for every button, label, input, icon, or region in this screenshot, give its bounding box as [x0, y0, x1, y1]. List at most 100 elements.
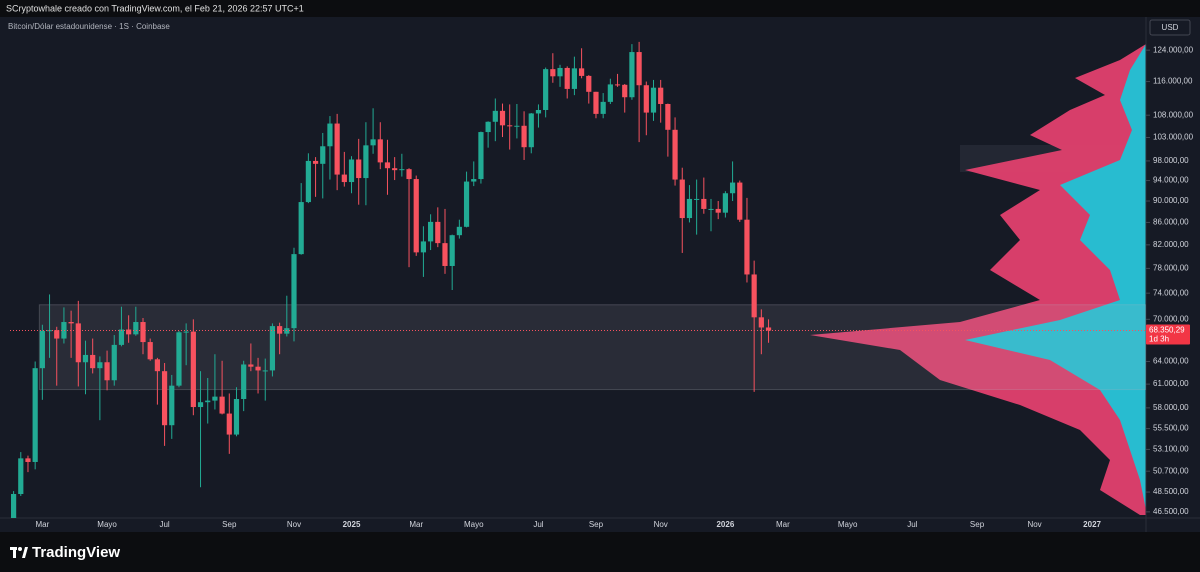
x-tick-label: Mayo — [97, 520, 117, 529]
y-tick-label: 82.000,00 — [1153, 240, 1189, 249]
countdown: 1d 3h — [1149, 335, 1169, 344]
x-tick-label: Mar — [35, 520, 49, 529]
candle-body — [312, 160, 319, 164]
candle-body — [629, 52, 635, 98]
y-tick-label: 50.700,00 — [1153, 466, 1189, 475]
candle-body — [118, 329, 125, 345]
last-price-label: 68.350,29 — [1149, 326, 1185, 335]
candle-body — [708, 208, 714, 210]
candle-body — [363, 145, 369, 179]
candle-body — [161, 371, 168, 426]
candle-body — [39, 330, 45, 369]
footer-logo — [10, 547, 28, 558]
candle-body — [614, 84, 621, 86]
candle-body — [406, 169, 412, 180]
candle-body — [68, 322, 74, 324]
candle-body — [686, 198, 693, 219]
candle-body — [428, 221, 434, 242]
candle-body — [82, 354, 89, 363]
candle-body — [197, 402, 204, 408]
logo-part — [18, 547, 22, 551]
x-tick-label: Mayo — [464, 520, 484, 529]
candle-body — [305, 160, 311, 203]
logo-part — [22, 547, 28, 558]
candle-body — [277, 326, 283, 334]
x-tick-label: Sep — [970, 520, 985, 529]
candle-body — [492, 110, 498, 122]
candle-body — [435, 221, 441, 244]
candle-body — [241, 364, 247, 400]
candle-body — [499, 110, 506, 126]
candle-body — [485, 121, 491, 133]
candle-body — [377, 139, 383, 163]
x-tick-label: 2025 — [343, 520, 361, 529]
candle-body — [586, 75, 592, 92]
candle-body — [212, 396, 218, 401]
x-tick-label: Jul — [533, 520, 543, 529]
y-tick-label: 103.000,00 — [1153, 133, 1194, 142]
candle-body — [190, 331, 196, 408]
candle-body — [607, 84, 613, 102]
candle-body — [578, 68, 585, 76]
brand: TradingView — [32, 544, 120, 561]
candle-body — [233, 399, 240, 435]
candle-body — [449, 235, 455, 266]
y-tick-label: 74.000,00 — [1153, 288, 1189, 297]
y-tick-label: 64.000,00 — [1153, 357, 1189, 366]
y-tick-label: 58.000,00 — [1153, 403, 1189, 412]
profile-inner — [965, 44, 1146, 510]
candle-body — [341, 174, 347, 183]
candle-body — [61, 322, 67, 339]
candle-body — [226, 413, 232, 435]
candle-body — [54, 330, 60, 339]
candle-body — [571, 68, 578, 89]
x-tick-label: Nov — [654, 520, 668, 529]
symbol-title: Bitcoin/Dólar estadounidense · 1S · Coin… — [8, 22, 170, 31]
candle-body — [104, 362, 110, 381]
candle-body — [600, 101, 606, 114]
y-tick-label: 55.500,00 — [1153, 424, 1189, 433]
candle-body — [320, 146, 326, 164]
candle-body — [543, 69, 549, 110]
x-tick-label: 2027 — [1083, 520, 1101, 529]
candle-body — [413, 179, 419, 253]
candle-body — [90, 354, 96, 369]
candle-body — [10, 494, 17, 518]
x-tick-label: Nov — [1027, 520, 1041, 529]
x-tick-label: Mar — [776, 520, 790, 529]
y-tick-label: 90.000,00 — [1153, 196, 1189, 205]
y-tick-label: 108.000,00 — [1153, 110, 1194, 119]
candle-body — [356, 159, 362, 179]
candle-body — [471, 179, 477, 182]
candle-body — [715, 208, 721, 213]
candle-body — [650, 87, 657, 113]
candle-body — [557, 67, 563, 77]
x-tick-label: 2026 — [716, 520, 734, 529]
candle-body — [97, 362, 103, 369]
y-tick-label: 70.000,00 — [1153, 314, 1189, 323]
candle-body — [744, 219, 750, 275]
candle-body — [478, 132, 484, 180]
candle-body — [456, 226, 462, 236]
y-tick-label: 53.100,00 — [1153, 445, 1189, 454]
candle-body — [442, 243, 448, 266]
candle-body — [205, 400, 211, 403]
candle-body — [679, 179, 685, 219]
candle-body — [636, 52, 642, 86]
candle-body — [384, 162, 391, 169]
x-tick-label: Jul — [159, 520, 169, 529]
candle-body — [154, 359, 160, 372]
currency-box[interactable] — [1149, 19, 1191, 36]
y-tick-label: 124.000,00 — [1153, 45, 1194, 54]
header: SCryptowhale creado con TradingView.com,… — [6, 3, 304, 13]
candle-body — [535, 109, 542, 114]
volume-profile — [810, 44, 1146, 515]
candle-body — [327, 123, 333, 147]
candle-body — [593, 91, 599, 114]
candle-body — [255, 366, 261, 371]
candle-body — [722, 193, 728, 213]
currency[interactable]: USD — [1162, 23, 1179, 32]
candle-body — [334, 123, 340, 175]
y-tick-label: 94.000,00 — [1153, 176, 1189, 185]
